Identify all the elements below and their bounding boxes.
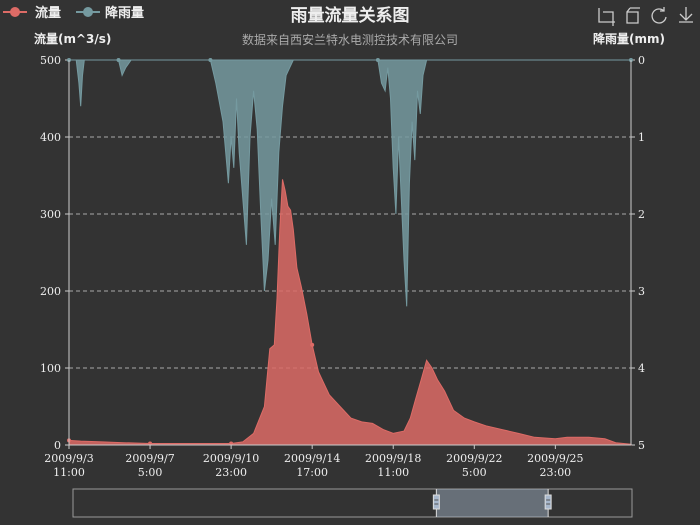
data-zoom-handle-right[interactable]: [544, 489, 552, 517]
y-right-tick-label: 2: [638, 208, 645, 221]
x-tick-label-time: 23:00: [215, 466, 247, 479]
grid-lines: [69, 59, 631, 369]
y-right-tick-label: 4: [638, 362, 645, 375]
rain-point: [375, 58, 380, 62]
y-left-tick-label: 0: [54, 439, 61, 452]
x-tick-label-date: 2009/9/14: [284, 452, 340, 465]
legend-item-rain[interactable]: 降雨量: [76, 5, 144, 21]
chart-title: 雨量流量关系图: [291, 5, 410, 26]
series-flow-area: [68, 179, 632, 446]
x-tick-label-time: 23:00: [539, 466, 571, 479]
x-tick-label-date: 2009/9/7: [125, 452, 174, 465]
legend-flow-marker: [10, 7, 20, 17]
restore-icon[interactable]: [651, 7, 667, 24]
flow-point: [229, 441, 234, 446]
data-zoom-window[interactable]: [436, 489, 549, 517]
y-right-tick-label: 1: [638, 131, 645, 144]
series-rain-area: [69, 59, 631, 307]
y-left-axis-name: 流量(m^3/s): [34, 31, 111, 46]
series-flow-points: [67, 342, 315, 446]
data-zoom-track[interactable]: [72, 488, 633, 518]
flow-point: [310, 342, 315, 347]
zoom-reset-icon[interactable]: [626, 7, 640, 24]
y-right-tick-label: 5: [638, 439, 645, 452]
x-tick-label-time: 11:00: [377, 466, 409, 479]
zoom-icon[interactable]: [598, 8, 615, 26]
handle-grip[interactable]: [544, 494, 552, 510]
y-left-tick-label: 300: [40, 208, 61, 221]
rain-point: [116, 58, 121, 62]
x-tick-label-date: 2009/9/22: [446, 452, 502, 465]
y-right-tick-label: 3: [638, 285, 645, 298]
legend-flow-label: 流量: [35, 5, 61, 21]
flow-point: [148, 441, 153, 446]
x-tick-label-time: 17:00: [296, 466, 328, 479]
legend-rain-label: 降雨量: [105, 5, 144, 21]
toolbox: [598, 7, 693, 26]
x-tick-label-date: 2009/9/25: [527, 452, 583, 465]
x-tick-label-time: 5:00: [462, 466, 487, 479]
x-tick-label-date: 2009/9/18: [365, 452, 421, 465]
legend-rain-marker: [83, 7, 93, 17]
y-left-tick-label: 500: [40, 54, 61, 67]
y-right-axis-name: 降雨量(mm): [593, 31, 665, 46]
y-left-tick-label: 400: [40, 131, 61, 144]
y-right-tick-label: 0: [638, 54, 645, 67]
y-right-ticks: 0 1 2 3 4 5: [631, 54, 645, 452]
rain-point: [208, 58, 213, 62]
y-left-tick-label: 200: [40, 285, 61, 298]
chart-subtitle: 数据来自西安兰特水电测控技术有限公司: [242, 32, 458, 47]
x-tick-label-time: 5:00: [138, 466, 163, 479]
handle-grip[interactable]: [432, 494, 440, 510]
x-axis-ticks: 2009/9/311:002009/9/75:002009/9/1023:002…: [44, 445, 584, 479]
data-zoom-handle-left[interactable]: [432, 489, 440, 517]
x-tick-label-date: 2009/9/3: [44, 452, 93, 465]
legend[interactable]: 流量 降雨量: [3, 5, 144, 21]
save-image-icon[interactable]: [679, 7, 693, 23]
x-tick-label-time: 11:00: [53, 466, 85, 479]
data-zoom-slider[interactable]: [72, 488, 633, 518]
legend-item-flow[interactable]: 流量: [3, 5, 61, 21]
y-left-ticks: 0 100 200 300 400 500: [40, 54, 69, 452]
y-left-tick-label: 100: [40, 362, 61, 375]
x-tick-label-date: 2009/9/10: [203, 452, 259, 465]
